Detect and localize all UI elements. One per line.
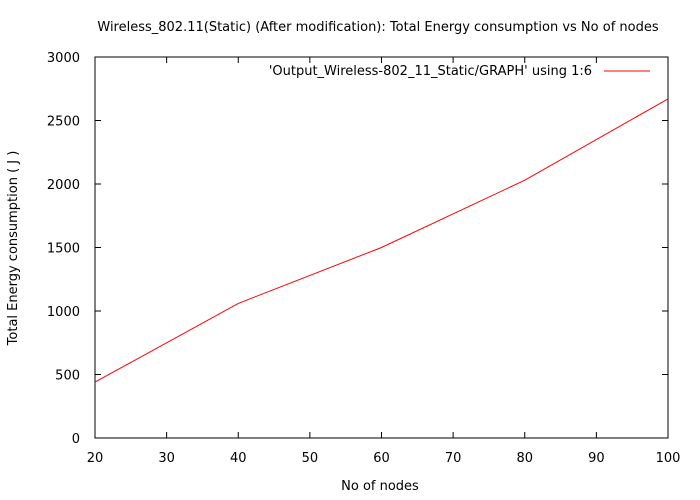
y-axis-ticks: 0 500 1000 1500 2000 2500 3000 <box>47 51 668 447</box>
x-tick-label: 20 <box>87 451 104 466</box>
x-axis-label: No of nodes <box>341 479 419 494</box>
x-axis-ticks: 20 30 40 50 60 70 80 90 100 <box>87 57 681 466</box>
legend-label: 'Output_Wireless-802_11_Static/GRAPH' us… <box>269 64 592 79</box>
x-tick-label: 80 <box>516 451 533 466</box>
x-tick-label: 50 <box>302 451 319 466</box>
y-tick-label: 1000 <box>47 305 80 320</box>
x-tick-label: 100 <box>656 451 681 466</box>
x-tick-label: 40 <box>230 451 247 466</box>
y-axis-label: Total Energy consumption ( J ) <box>6 151 21 347</box>
x-tick-label: 90 <box>588 451 605 466</box>
x-tick-label: 70 <box>445 451 462 466</box>
y-tick-label: 500 <box>55 369 80 384</box>
y-tick-label: 3000 <box>47 51 80 66</box>
y-tick-label: 1500 <box>47 242 80 257</box>
y-tick-label: 0 <box>72 432 80 447</box>
chart-title: Wireless_802.11(Static) (After modificat… <box>97 20 658 35</box>
legend: 'Output_Wireless-802_11_Static/GRAPH' us… <box>269 64 650 79</box>
y-tick-label: 2500 <box>47 115 80 130</box>
x-tick-label: 60 <box>373 451 390 466</box>
series-line <box>94 98 669 383</box>
y-tick-label: 2000 <box>47 178 80 193</box>
x-tick-label: 30 <box>158 451 175 466</box>
series-layer <box>94 98 669 383</box>
